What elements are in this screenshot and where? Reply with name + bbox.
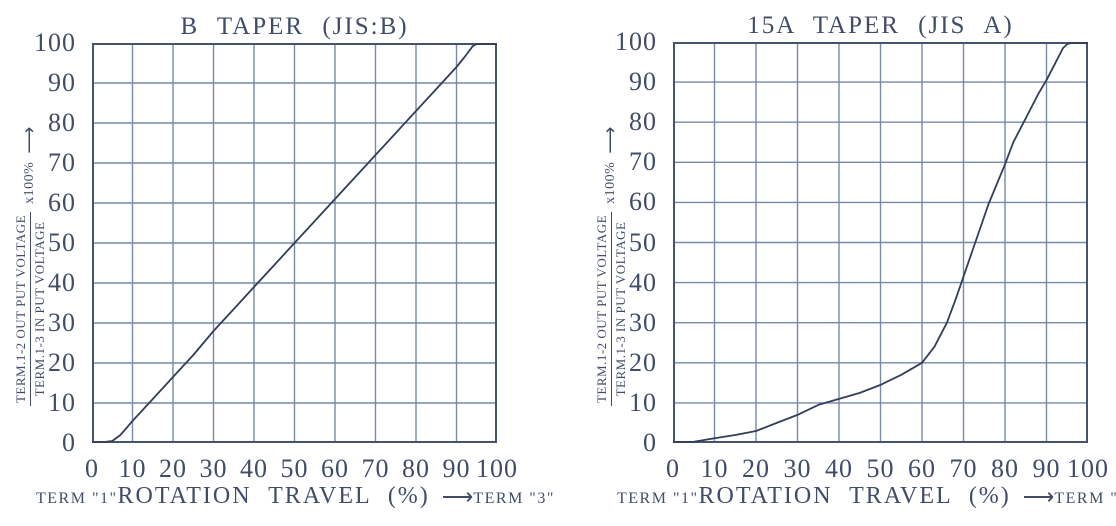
- x-tick-label: 100: [1067, 454, 1109, 483]
- y-axis-ratio-fraction: TERM.1-2 OUT PUT VOLTAGE TERM.1-3 IN PUT…: [593, 211, 628, 407]
- term-3-label: TERM "3": [1054, 490, 1116, 507]
- y-tick-label: 100: [34, 28, 76, 57]
- taper-curve: [92, 43, 497, 443]
- x-tick-label: 40: [240, 454, 268, 483]
- y-tick-label: 70: [629, 147, 657, 177]
- y-tick-label: 70: [48, 148, 76, 177]
- x-tick-label: 80: [991, 454, 1019, 483]
- x-tick-label: 60: [908, 454, 936, 483]
- y-axis-label: TERM.1-2 OUT PUT VOLTAGE TERM.1-3 IN PUT…: [6, 101, 54, 431]
- y-tick-label: 20: [629, 347, 657, 377]
- x-axis-caption: TERM "1" ROTATION TRAVEL (%) ⟶ TERM "3": [617, 483, 1116, 510]
- x-tick-label: 70: [949, 454, 978, 483]
- y-tick-label: 0: [62, 428, 76, 457]
- term-1-label: TERM "1": [36, 490, 118, 507]
- x-tick-label: 0: [666, 454, 680, 483]
- x-tick-label: 20: [742, 454, 770, 483]
- up-arrow-icon: ⟶: [19, 125, 40, 154]
- x-tick-label: 10: [700, 454, 729, 483]
- y-tick-label: 60: [629, 187, 657, 217]
- x-tick-label: 30: [783, 454, 812, 483]
- plot-border: [673, 42, 1088, 443]
- y-tick-label: 10: [629, 387, 657, 417]
- y-tick-label: 50: [629, 227, 657, 257]
- y-tick-label: 30: [629, 307, 657, 337]
- y-tick-label: 80: [48, 108, 76, 137]
- y-axis-multiplier: x100%: [22, 161, 37, 204]
- y-tick-label: 90: [629, 67, 657, 97]
- y-axis-fraction-denominator: TERM.1-3 IN PUT VOLTAGE: [31, 221, 47, 397]
- y-tick-label: 20: [48, 348, 76, 377]
- y-axis-label: TERM.1-2 OUT PUT VOLTAGE TERM.1-3 IN PUT…: [587, 101, 635, 431]
- term-3-label: TERM "3": [473, 490, 555, 507]
- x-tick-label: 40: [825, 454, 853, 483]
- x-tick-label: 60: [321, 454, 349, 483]
- y-tick-label: 30: [48, 308, 76, 337]
- y-tick-label: 100: [615, 27, 657, 56]
- y-axis-fraction-numerator: TERM.1-2 OUT PUT VOLTAGE: [593, 211, 612, 407]
- y-axis-multiplier: x100%: [603, 161, 618, 204]
- x-tick-label: 100: [476, 454, 518, 483]
- x-axis-title-text: ROTATION TRAVEL (%): [698, 483, 1011, 509]
- x-axis-title-text: ROTATION TRAVEL (%): [117, 483, 430, 509]
- y-tick-label: 40: [48, 268, 76, 297]
- chart-title: 15A TAPER (JIS A): [747, 12, 1014, 39]
- plot-area: [673, 42, 1088, 443]
- y-tick-label: 90: [48, 68, 76, 97]
- y-axis-ratio-fraction: TERM.1-2 OUT PUT VOLTAGE TERM.1-3 IN PUT…: [12, 211, 47, 407]
- x-tick-label: 90: [442, 454, 471, 483]
- chart-title: B TAPER (JIS:B): [180, 13, 409, 40]
- y-tick-label: 10: [48, 388, 76, 417]
- y-tick-label: 60: [48, 188, 76, 217]
- y-tick-label: 80: [629, 107, 657, 137]
- x-axis-caption: TERM "1" ROTATION TRAVEL (%) ⟶ TERM "3": [36, 483, 553, 510]
- x-tick-label: 50: [280, 454, 309, 483]
- taper-curve: [673, 42, 1088, 443]
- x-tick-label: 70: [361, 454, 390, 483]
- x-tick-label: 0: [85, 454, 99, 483]
- plot-border: [92, 43, 497, 443]
- x-tick-label: 20: [159, 454, 187, 483]
- plot-area: [92, 43, 497, 443]
- x-axis-title: ROTATION TRAVEL (%) ⟶: [699, 483, 1055, 510]
- x-tick-label: 30: [199, 454, 228, 483]
- x-tick-label: 10: [118, 454, 147, 483]
- x-tick-label: 50: [866, 454, 895, 483]
- x-tick-label: 80: [402, 454, 430, 483]
- y-axis-fraction-numerator: TERM.1-2 OUT PUT VOLTAGE: [12, 211, 31, 407]
- term-1-label: TERM "1": [617, 490, 699, 507]
- x-axis-title: ROTATION TRAVEL (%) ⟶: [118, 483, 474, 510]
- up-arrow-icon: ⟶: [600, 125, 621, 154]
- x-tick-label: 90: [1032, 454, 1061, 483]
- right-arrow-icon: ⟶: [441, 483, 474, 509]
- right-arrow-icon: ⟶: [1022, 483, 1055, 509]
- y-axis-fraction-denominator: TERM.1-3 IN PUT VOLTAGE: [612, 221, 628, 397]
- y-tick-label: 40: [629, 267, 657, 297]
- y-tick-label: 50: [48, 228, 76, 257]
- y-tick-label: 0: [643, 428, 657, 457]
